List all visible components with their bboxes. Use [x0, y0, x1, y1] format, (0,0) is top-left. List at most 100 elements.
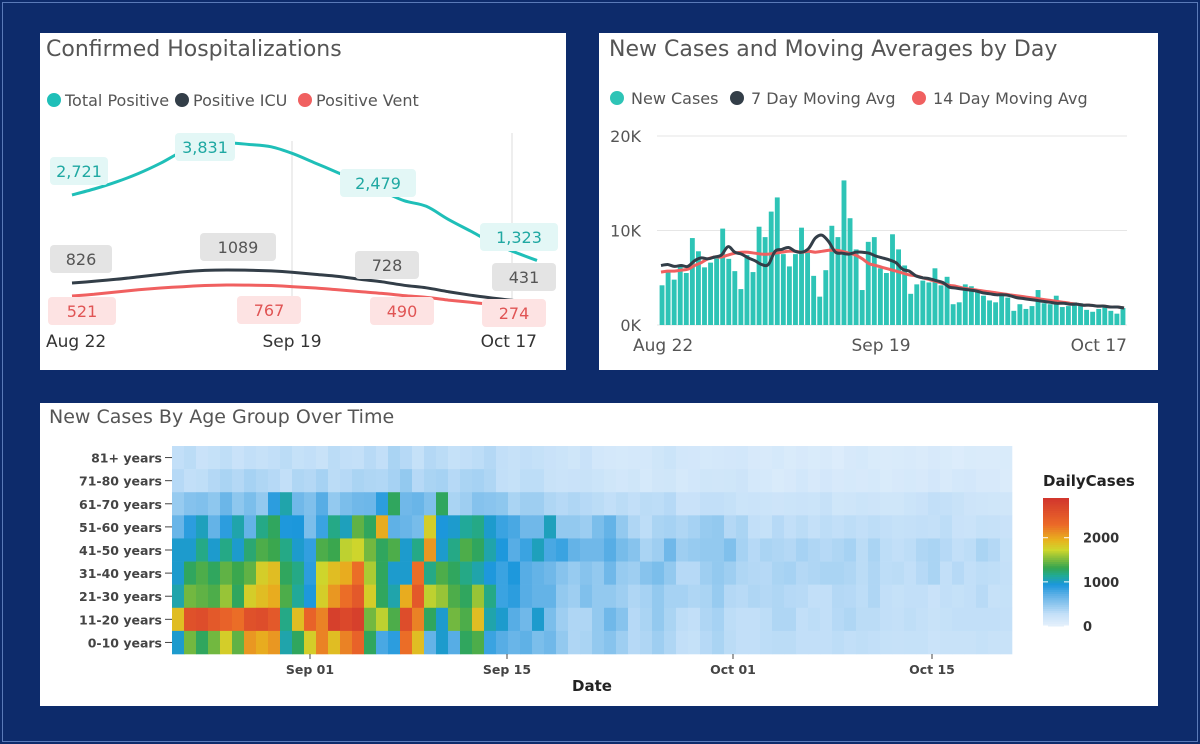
- legend-gradient-segment: [1043, 555, 1069, 559]
- heatmap-cell: [928, 492, 941, 516]
- new-cases-bar: [744, 255, 750, 325]
- heatmap-cell: [424, 584, 437, 609]
- heatmap-cell: [424, 469, 437, 493]
- heatmap-cell: [232, 561, 245, 585]
- new-cases-bar: [1090, 311, 1096, 325]
- heatmap-cell: [856, 538, 869, 562]
- heatmap-cell: [676, 584, 689, 609]
- heatmap-cell: [184, 584, 197, 609]
- heatmap-cell: [532, 607, 545, 632]
- heatmap-cell: [196, 607, 209, 632]
- heatmap-cell: [676, 446, 689, 470]
- heatmap-cell: [796, 446, 809, 470]
- legend-gradient-segment: [1043, 557, 1069, 561]
- heatmap-cell: [208, 584, 221, 609]
- heatmap-cell: [340, 469, 353, 493]
- new-cases-bar: [974, 289, 980, 325]
- heatmap-cell: [724, 515, 737, 539]
- heatmap-cell: [832, 584, 845, 609]
- heatmap-cell: [316, 561, 329, 585]
- ma7-line: [660, 233, 1125, 310]
- heatmap-cell: [232, 492, 245, 516]
- heatmap-cell: [496, 607, 509, 632]
- heatmap-cell: [928, 538, 941, 562]
- heatmap-cell: [352, 492, 365, 516]
- heatmap-cell: [676, 607, 689, 632]
- heatmap-cell: [556, 515, 569, 539]
- heatmap-cell: [640, 584, 653, 609]
- heatmap-cell: [976, 630, 989, 655]
- heatmap-cell: [652, 492, 665, 516]
- heatmap-cell: [364, 515, 377, 539]
- legend-gradient-segment: [1043, 530, 1069, 533]
- legend-gradient-segment: [1043, 519, 1069, 522]
- positive-vent-line: [71, 283, 538, 309]
- heatmap-cell: [616, 561, 629, 585]
- heatmap-cell: [940, 538, 953, 562]
- heatmap-cell: [472, 630, 485, 655]
- heatmap-cell: [1000, 607, 1013, 632]
- new-cases-bar: [750, 272, 756, 325]
- new-cases-bar: [793, 254, 798, 325]
- heatmap-cell: [316, 492, 329, 516]
- legend-gradient-segment: [1043, 559, 1069, 563]
- heatmap-cell: [256, 446, 269, 470]
- heatmap-cell: [520, 630, 533, 655]
- heatmap-cell: [232, 607, 245, 632]
- heatmap-cell: [760, 492, 773, 516]
- heatmap-cell: [628, 538, 641, 562]
- heatmap-cell: [700, 538, 713, 562]
- heatmap-cell: [412, 630, 425, 655]
- heatmap-cell: [592, 607, 605, 632]
- hospitalizations-title: Confirmed Hospitalizations: [46, 37, 342, 62]
- heatmap-cell: [400, 538, 413, 562]
- heatmap-cell: [412, 492, 425, 516]
- heatmap-cell: [508, 630, 521, 655]
- new-cases-bar: [847, 218, 853, 325]
- heatmap-cell: [964, 584, 977, 609]
- heatmap-cell: [256, 584, 269, 609]
- heatmap-cell: [328, 584, 341, 609]
- heatmap-cell: [832, 607, 845, 632]
- heatmap-cell: [688, 561, 701, 585]
- heatmap-cell: [328, 446, 341, 470]
- heatmap-cell: [424, 561, 437, 585]
- heatmap-cell: [844, 446, 857, 470]
- heatmap-cell: [772, 469, 785, 493]
- heatmap-cell: [520, 607, 533, 632]
- heatmap-cell: [916, 630, 929, 655]
- heatmap-cell: [172, 561, 185, 585]
- heatmap-cell: [352, 630, 365, 655]
- legend-swatch-1: [175, 93, 189, 107]
- heatmap-cell: [808, 446, 821, 470]
- heatmap-cell: [940, 607, 953, 632]
- heatmap-cell: [868, 607, 881, 632]
- legend-gradient-segment: [1043, 579, 1069, 582]
- heatmap-cell: [364, 492, 377, 516]
- heatmap-cell: [832, 492, 845, 516]
- heatmap-cell: [568, 538, 581, 562]
- heatmap-cell: [460, 515, 473, 539]
- heatmap-cell: [712, 492, 725, 516]
- heatmap-cell: [916, 469, 929, 493]
- heatmap-cell: [652, 446, 665, 470]
- heatmap-cell: [880, 446, 893, 470]
- heatmap-cell: [532, 538, 545, 562]
- heatmap-cell: [304, 584, 317, 609]
- heatmap-cell: [544, 469, 557, 493]
- heatmap-cell: [304, 607, 317, 632]
- heatmap-cell: [976, 446, 989, 470]
- heatmap-cell: [568, 630, 581, 655]
- new-cases-bar: [1108, 310, 1114, 325]
- legend-swatch-1: [730, 91, 744, 105]
- heatmap-cell: [796, 492, 809, 516]
- legend-gradient-segment: [1043, 527, 1069, 531]
- heatmap-cell: [856, 446, 869, 470]
- heatmap-cell: [532, 515, 545, 539]
- heatmap-cell: [256, 561, 269, 585]
- heatmap-cell: [256, 607, 269, 632]
- heatmap-cell: [328, 515, 341, 539]
- new-cases-bar: [683, 273, 689, 325]
- heatmap-cell: [220, 538, 233, 562]
- heatmap-cell: [364, 538, 377, 562]
